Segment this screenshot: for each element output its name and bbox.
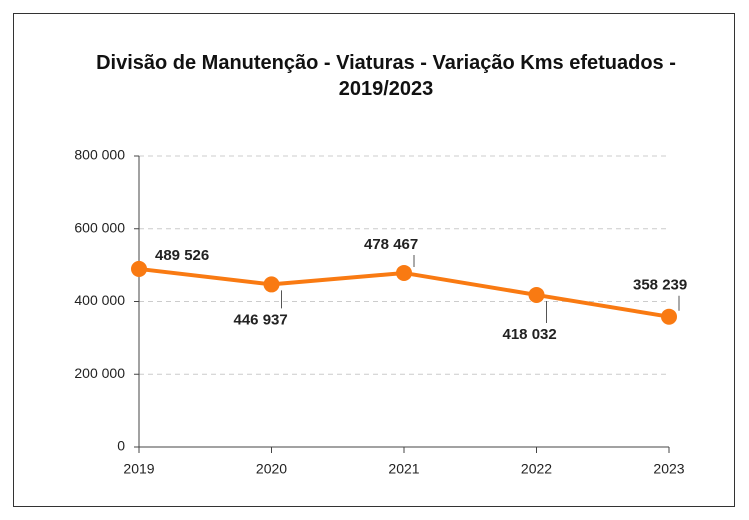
x-tick-label: 2023 xyxy=(653,461,684,477)
chart-frame xyxy=(13,13,735,507)
y-tick-label: 800 000 xyxy=(74,147,125,163)
y-tick-label: 200 000 xyxy=(74,365,125,381)
point xyxy=(396,264,412,281)
point xyxy=(661,308,677,325)
data-label: 446 937 xyxy=(234,311,288,328)
y-tick-label: 400 000 xyxy=(74,292,125,308)
x-tick-label: 2021 xyxy=(388,461,419,477)
data-label: 418 032 xyxy=(503,326,557,343)
x-tick-label: 2020 xyxy=(256,461,287,477)
x-tick-label: 2019 xyxy=(123,461,154,477)
y-tick-label: 0 xyxy=(117,438,125,454)
chart-title: Divisão de Manutenção - Viaturas - Varia… xyxy=(96,52,676,100)
x-tick-label: 2022 xyxy=(521,461,552,477)
data-label: 478 467 xyxy=(364,236,418,253)
point xyxy=(528,286,545,303)
data-label: 489 526 xyxy=(155,247,209,264)
point xyxy=(263,276,280,293)
y-tick-label: 600 000 xyxy=(74,219,125,235)
data-label: 358 239 xyxy=(633,277,687,294)
point xyxy=(131,260,147,277)
